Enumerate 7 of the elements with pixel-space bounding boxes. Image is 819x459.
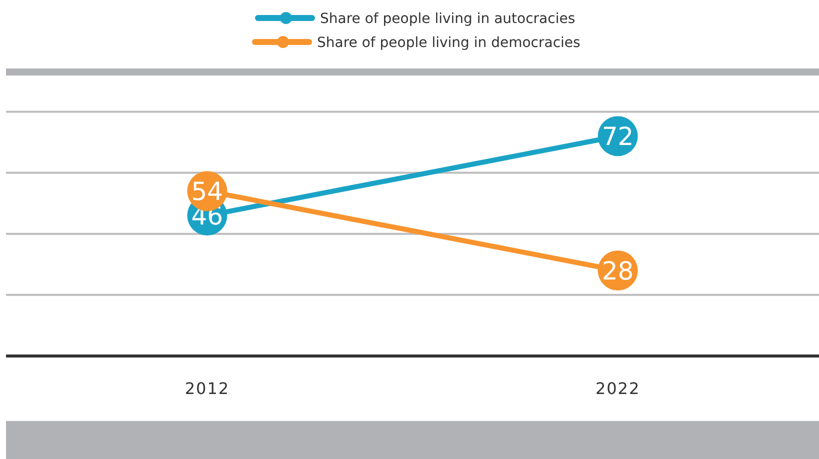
data-label: 28 [602, 256, 634, 286]
x-tick-label: 2022 [595, 379, 640, 398]
legend-label: Share of people living in democracies [317, 35, 580, 51]
x-tick-label: 2012 [184, 379, 230, 398]
legend-label: Share of people living in autocracies [320, 11, 576, 27]
data-label: 72 [602, 122, 634, 152]
data-label: 54 [191, 177, 224, 206]
